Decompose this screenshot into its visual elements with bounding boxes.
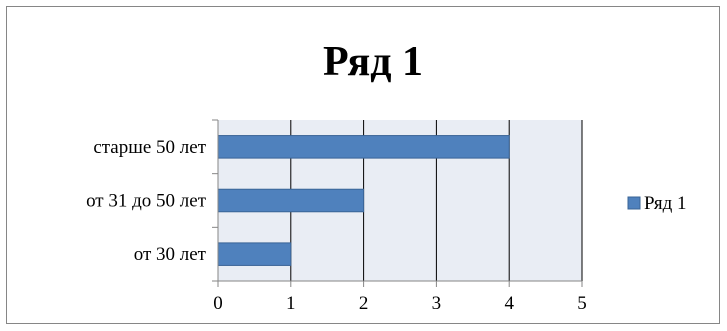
category-label: старше 50 лет	[93, 137, 206, 158]
category-label: от 30 лет	[134, 244, 207, 265]
x-tick-label: 1	[286, 293, 296, 314]
chart-title: Ряд 1	[323, 39, 423, 85]
x-tick-label: 4	[504, 293, 514, 314]
x-tick-label: 3	[432, 293, 442, 314]
x-tick-label: 0	[213, 293, 223, 314]
x-tick-label: 5	[577, 293, 587, 314]
legend-label: Ряд 1	[644, 193, 687, 214]
legend-swatch	[627, 196, 641, 210]
bar	[217, 135, 510, 159]
bar	[217, 188, 365, 213]
bar	[217, 242, 292, 266]
category-label: от 31 до 50 лет	[86, 191, 207, 212]
x-tick-label: 2	[359, 293, 369, 314]
